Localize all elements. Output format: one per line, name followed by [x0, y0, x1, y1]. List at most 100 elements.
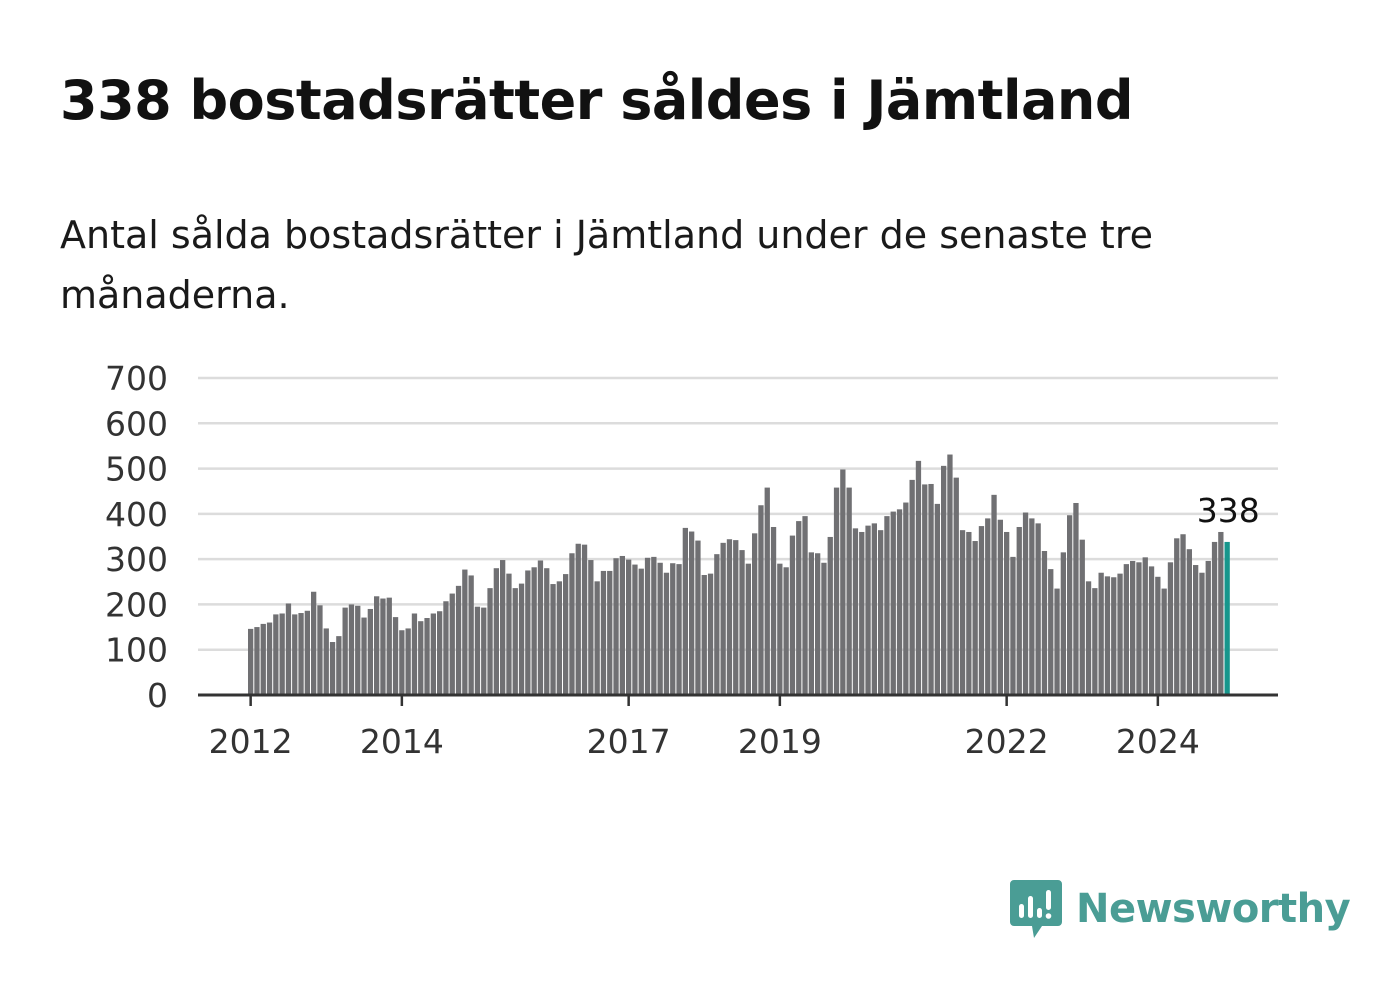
bar-2020-11	[915, 460, 922, 695]
bar-2017-12	[695, 540, 701, 695]
bar-2014-07	[437, 611, 443, 695]
bar-2018-10	[758, 505, 764, 695]
bar-2014-11	[462, 569, 468, 695]
bar-2016-02	[556, 581, 562, 695]
bar-2024-02	[1161, 588, 1167, 695]
bar-2015-02	[481, 607, 487, 695]
bar-2012-02	[254, 627, 260, 695]
bar-2014-02	[405, 628, 411, 695]
y-tick-label: 600	[105, 404, 168, 443]
x-tick-label: 2012	[209, 722, 293, 761]
bar-2012-12	[317, 605, 323, 695]
bar-2012-05	[273, 614, 279, 695]
bar-2016-04	[569, 553, 575, 695]
bar-2012-06	[279, 613, 285, 695]
bar-2017-04	[644, 557, 651, 695]
bar-2023-08	[1123, 564, 1129, 695]
bar-2021-07	[966, 531, 972, 695]
bar-2017-06	[657, 562, 663, 695]
x-tick-label: 2024	[1116, 722, 1200, 761]
x-tick-label: 2022	[965, 722, 1049, 761]
bar-2013-05	[348, 604, 355, 695]
bar-2019-03	[789, 535, 796, 695]
bar-2019-12	[846, 487, 852, 695]
newsworthy-brand[interactable]: Newsworthy	[1010, 876, 1351, 942]
bar-2016-12	[619, 555, 625, 695]
bar-2022-03	[1016, 526, 1022, 695]
bar-2015-08	[518, 583, 525, 695]
bar-2018-06	[733, 540, 739, 695]
bar-2012-07	[285, 603, 292, 695]
bar-2015-01	[474, 606, 481, 695]
bar-2016-08	[594, 581, 600, 695]
last-value-label: 338	[1197, 491, 1260, 530]
bar-2021-11	[991, 494, 997, 695]
bar-2017-09	[676, 564, 682, 695]
bar-2020-10	[909, 479, 915, 695]
chart-title: 338 bostadsrätter såldes i Jämtland	[60, 69, 1134, 132]
bar-2021-04	[947, 454, 953, 695]
bar-2020-03	[865, 525, 871, 695]
x-tick-label: 2017	[587, 722, 671, 761]
bar-2024-06	[1186, 549, 1192, 695]
bar-2019-07	[815, 553, 821, 695]
bar-2015-06	[506, 573, 512, 695]
bar-2024-09	[1205, 560, 1211, 695]
bars	[248, 454, 1230, 695]
bar-2019-02	[783, 567, 789, 695]
bar-2018-12	[770, 526, 777, 695]
bar-2022-02	[1010, 556, 1016, 695]
y-tick-label: 0	[147, 676, 168, 715]
bar-2024-08	[1199, 572, 1205, 695]
bar-2013-08	[367, 608, 373, 695]
bar-2012-08	[292, 614, 298, 695]
bar-2022-08	[1048, 569, 1054, 695]
bar-2016-06	[581, 544, 588, 695]
bar-2016-11	[613, 558, 619, 695]
bar-2021-12	[997, 519, 1003, 695]
bar-2018-04	[720, 542, 726, 695]
y-tick-label: 700	[105, 359, 168, 398]
bar-2013-12	[392, 617, 399, 695]
bar-2016-07	[588, 560, 594, 695]
bar-2016-05	[575, 543, 581, 695]
bar-2022-01	[1004, 531, 1010, 695]
y-tick-label: 500	[105, 450, 168, 489]
x-axis-ticks: 2012 2014 2017 2019 2022 2024	[209, 695, 1200, 761]
bar-2024-10	[1211, 541, 1218, 695]
bar-2019-06	[808, 552, 814, 695]
x-tick-label: 2014	[360, 722, 444, 761]
bar-2014-04	[418, 621, 424, 695]
bar-2012-04	[266, 622, 273, 695]
bar-2012-03	[260, 623, 266, 695]
bar-2017-07	[663, 572, 670, 695]
bar-2021-10	[985, 518, 991, 695]
bar-2012-09	[298, 613, 304, 695]
bar-2012-11	[311, 591, 317, 695]
bar-2013-04	[342, 607, 348, 695]
bar-2017-02	[632, 564, 638, 695]
bar-2017-08	[670, 563, 676, 695]
y-tick-label: 100	[105, 631, 168, 670]
bar-2014-10	[455, 585, 462, 695]
bar-2020-07	[890, 511, 896, 695]
bar-2013-01	[323, 628, 329, 695]
bar-2021-05	[953, 477, 959, 695]
bar-2023-12	[1148, 566, 1155, 695]
bar-2015-12	[544, 568, 550, 695]
bar-2014-05	[424, 618, 430, 695]
bar-2018-03	[714, 554, 720, 695]
bar-2012-10	[304, 610, 310, 695]
bar-2013-07	[361, 617, 367, 695]
bar-2023-09	[1130, 560, 1136, 695]
y-tick-label: 400	[105, 495, 168, 534]
bar-2020-09	[903, 502, 909, 695]
bar-2013-06	[355, 605, 361, 695]
bar-2019-11	[840, 469, 846, 695]
bar-2022-09	[1054, 588, 1060, 695]
bar-2023-10	[1136, 562, 1142, 695]
bar-2019-09	[827, 536, 833, 695]
bar-2022-07	[1041, 550, 1048, 695]
bar-2014-03	[411, 613, 418, 695]
